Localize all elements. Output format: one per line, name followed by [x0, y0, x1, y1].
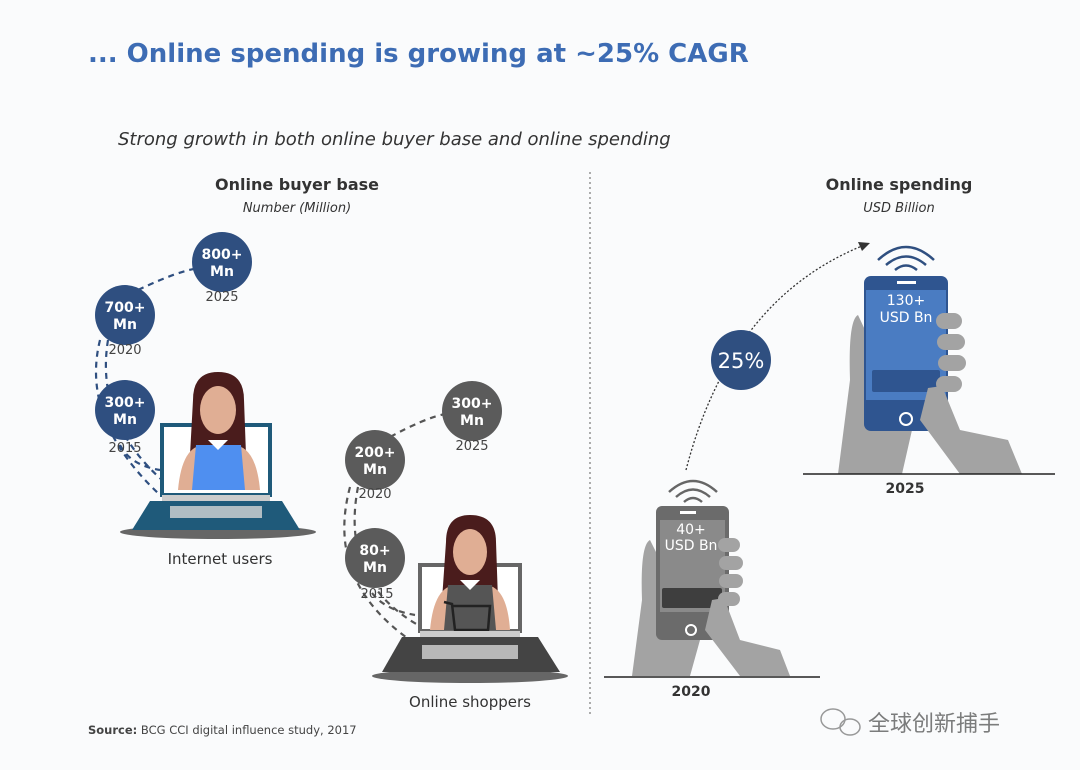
svg-text:40+: 40+	[676, 522, 706, 538]
svg-text:200+: 200+	[355, 445, 396, 461]
svg-text:2020: 2020	[358, 487, 391, 502]
svg-text:Mn: Mn	[363, 560, 387, 576]
svg-text:2025: 2025	[455, 439, 488, 454]
svg-text:300+: 300+	[452, 396, 493, 412]
svg-text:2015: 2015	[108, 441, 141, 456]
svg-text:USD Bn: USD Bn	[880, 310, 933, 326]
buyer-base-heading: Online buyer base	[215, 175, 379, 194]
svg-text:USD Bn: USD Bn	[665, 538, 718, 554]
laptop-online-shopper-illustration	[372, 515, 568, 683]
watermark: 全球创新捕手	[820, 708, 1000, 737]
buyer-base-unit: Number (Million)	[243, 201, 351, 216]
online-shoppers-bubble-2015: 80+ Mn 2015	[345, 528, 405, 602]
wechat-logo-icon	[820, 708, 861, 736]
svg-text:800+: 800+	[202, 247, 243, 263]
laptop-internet-user-illustration	[120, 372, 316, 539]
spending-heading: Online spending	[826, 175, 973, 194]
svg-text:Mn: Mn	[460, 413, 484, 429]
svg-text:300+: 300+	[105, 395, 146, 411]
svg-text:130+: 130+	[887, 293, 925, 309]
year-2020-label: 2020	[672, 684, 711, 700]
phone-2020-illustration: 40+ USD Bn	[632, 479, 790, 676]
svg-text:2015: 2015	[360, 587, 393, 602]
spending-unit: USD Billion	[863, 201, 934, 216]
year-2025-label: 2025	[886, 481, 925, 497]
svg-text:2020: 2020	[108, 343, 141, 358]
internet-users-bubble-2015: 300+ Mn 2015	[95, 380, 155, 456]
online-shoppers-bubble-2025: 300+ Mn 2025	[442, 381, 502, 454]
internet-users-bubble-2025: 800+ Mn 2025	[192, 232, 252, 305]
growth-arrow	[685, 245, 863, 471]
svg-text:Mn: Mn	[210, 264, 234, 280]
phone-2025-illustration: 130+ USD Bn	[838, 245, 1022, 474]
svg-text:Mn: Mn	[113, 412, 137, 428]
arrow-head-icon	[858, 242, 870, 251]
subtitle: Strong growth in both online buyer base …	[118, 129, 671, 150]
growth-badge: 25%	[711, 330, 771, 390]
svg-text:全球创新捕手: 全球创新捕手	[868, 712, 1000, 737]
wifi-icon	[877, 245, 935, 271]
wifi-icon	[668, 479, 718, 503]
internet-users-label: Internet users	[168, 550, 273, 568]
svg-text:700+: 700+	[105, 300, 146, 316]
page-title: ... Online spending is growing at ~25% C…	[88, 39, 749, 69]
svg-text:2025: 2025	[205, 290, 238, 305]
svg-text:25%: 25%	[718, 349, 765, 373]
online-shoppers-bubble-2020: 200+ Mn 2020	[345, 430, 405, 502]
source-note: Source: BCG CCI digital influence study,…	[88, 723, 357, 737]
internet-users-bubble-2020: 700+ Mn 2020	[95, 285, 155, 358]
svg-text:80+: 80+	[359, 543, 390, 559]
online-shoppers-label: Online shoppers	[409, 693, 531, 711]
svg-text:Mn: Mn	[113, 317, 137, 333]
svg-text:Mn: Mn	[363, 462, 387, 478]
